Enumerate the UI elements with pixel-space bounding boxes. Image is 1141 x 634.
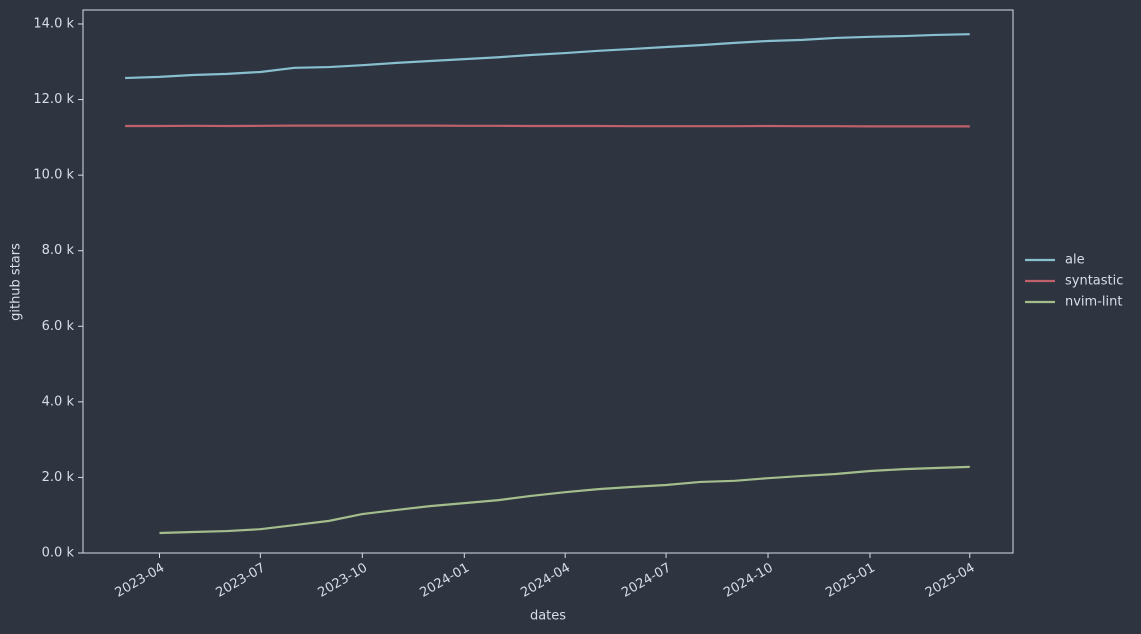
x-tick-label: 2024-10 bbox=[721, 561, 776, 601]
x-tick-label: 2025-04 bbox=[923, 561, 978, 601]
x-tick-label: 2024-04 bbox=[518, 561, 573, 601]
y-tick-label: 6.0 k bbox=[42, 319, 75, 334]
y-tick-label: 2.0 k bbox=[42, 470, 75, 485]
y-axis-label: github stars bbox=[9, 243, 24, 321]
y-tick-label: 12.0 k bbox=[33, 92, 74, 107]
y-tick-label: 14.0 k bbox=[33, 16, 74, 31]
line bbox=[125, 33, 970, 80]
y-tick-label: 4.0 k bbox=[42, 394, 75, 409]
y-tick-label: 0.0 k bbox=[42, 546, 75, 561]
x-axis-label: dates bbox=[530, 609, 566, 624]
x-tick-label: 2025-01 bbox=[823, 561, 878, 601]
legend-label: nvim-lint bbox=[1065, 295, 1122, 310]
legend-label: ale bbox=[1065, 253, 1085, 268]
line bbox=[159, 465, 970, 535]
line bbox=[125, 124, 970, 128]
y-tick-label: 8.0 k bbox=[42, 243, 75, 258]
x-tick-label: 2023-10 bbox=[316, 561, 371, 601]
y-tick-label: 10.0 k bbox=[33, 168, 74, 183]
plot-frame bbox=[82, 9, 1014, 554]
x-tick-label: 2024-01 bbox=[418, 561, 473, 601]
x-tick-label: 2023-07 bbox=[214, 561, 269, 601]
x-tick-label: 2023-04 bbox=[113, 561, 168, 601]
legend-label: syntastic bbox=[1065, 274, 1123, 289]
x-tick-label: 2024-07 bbox=[619, 561, 674, 601]
